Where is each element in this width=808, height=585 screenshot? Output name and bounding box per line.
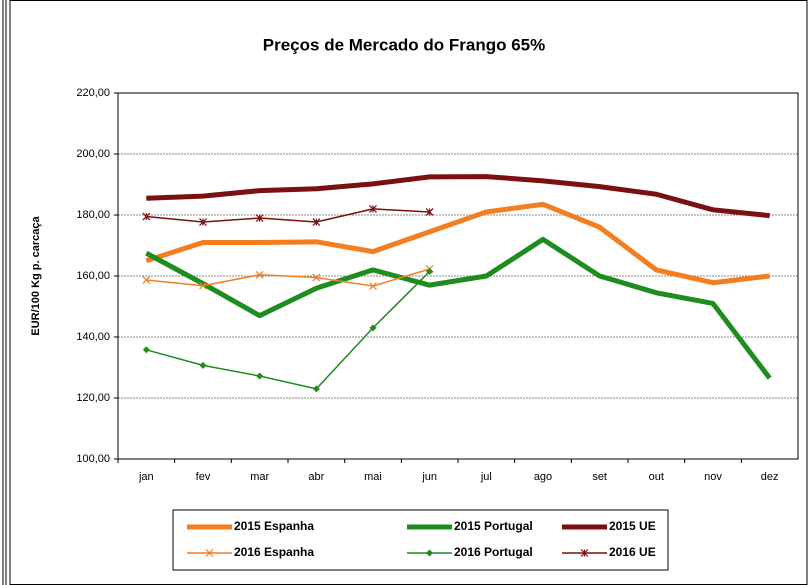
- data-point: [142, 212, 151, 221]
- series-line: [145, 201, 770, 286]
- data-point: [199, 218, 207, 226]
- data-point: [369, 324, 377, 332]
- y-tick-label: 220,00: [76, 87, 110, 99]
- x-tick-label: abr: [308, 471, 324, 483]
- y-tick-label: 160,00: [76, 270, 110, 282]
- data-point: [256, 372, 264, 380]
- legend-label: 2016 UE: [609, 545, 656, 559]
- series-line: [146, 270, 431, 390]
- legend-label: 2015 Portugal: [454, 519, 533, 533]
- x-tick-label: mai: [364, 471, 382, 483]
- x-tick-label: ago: [534, 471, 552, 483]
- data-point: [255, 214, 264, 222]
- y-tick-label: 140,00: [76, 331, 110, 343]
- x-tick-label: jun: [421, 471, 437, 483]
- data-point: [369, 204, 377, 213]
- legend-marker: [580, 549, 589, 557]
- series-line: [146, 208, 430, 223]
- x-tick-label: fev: [196, 471, 211, 483]
- x-tick-label: dez: [761, 471, 779, 483]
- legend-marker: [426, 549, 433, 557]
- y-tick-label: 120,00: [76, 392, 110, 404]
- data-point: [199, 361, 207, 369]
- data-point: [142, 276, 151, 284]
- data-point: [369, 282, 377, 290]
- x-tick-label: mar: [250, 471, 269, 483]
- legend-label: 2016 Portugal: [454, 545, 533, 559]
- data-point: [426, 267, 434, 275]
- x-tick-label: jan: [138, 471, 154, 483]
- legend-label: 2015 UE: [609, 519, 656, 533]
- data-point: [312, 385, 320, 393]
- series-line: [146, 174, 770, 219]
- data-point: [255, 270, 264, 279]
- series-line: [145, 236, 772, 380]
- x-tick-label: jul: [480, 471, 492, 483]
- y-tick-label: 100,00: [76, 453, 110, 465]
- y-tick-label: 200,00: [76, 148, 110, 160]
- legend: [172, 509, 669, 571]
- data-point: [312, 273, 321, 282]
- data-point: [199, 281, 207, 290]
- y-tick-label: 180,00: [76, 209, 110, 221]
- series-line: [146, 268, 430, 287]
- chart-title: Preços de Mercado do Frango 65%: [263, 35, 545, 54]
- legend-marker: [205, 549, 214, 557]
- data-point: [425, 208, 434, 216]
- x-tick-label: out: [649, 471, 664, 483]
- data-point: [142, 346, 150, 354]
- y-axis-label: EUR/100 Kg p. carcaça: [30, 216, 42, 336]
- legend-label: 2015 Espanha: [234, 519, 314, 533]
- x-tick-label: nov: [704, 471, 722, 483]
- data-point: [312, 218, 321, 226]
- x-tick-label: set: [592, 471, 607, 483]
- legend-label: 2016 Espanha: [234, 545, 314, 559]
